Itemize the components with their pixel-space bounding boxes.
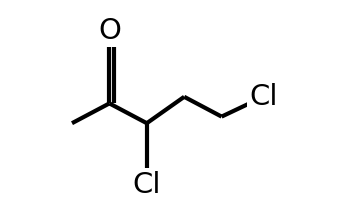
Text: Cl: Cl [249,83,278,111]
Text: Cl: Cl [133,171,161,199]
Text: O: O [98,17,121,45]
